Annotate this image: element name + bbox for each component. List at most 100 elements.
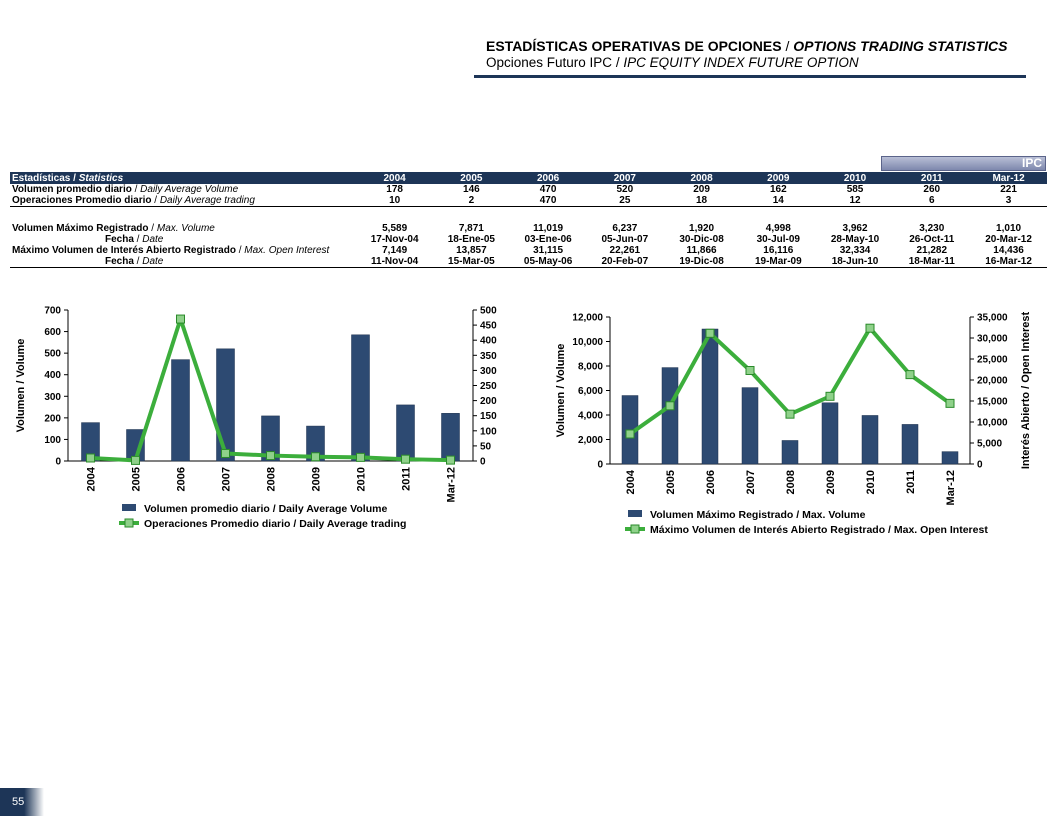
table-cell: 470: [509, 195, 587, 207]
table-row: Volumen promedio diario / Daily Average …: [10, 184, 1047, 195]
table-cell: 18: [663, 195, 740, 207]
year-header: 2004: [356, 172, 433, 184]
y2-tick-label: 450: [480, 321, 497, 332]
row-label: Fecha / Date: [10, 256, 357, 268]
year-header: 2008: [663, 172, 740, 184]
year-header: 2010: [816, 172, 894, 184]
bar: [741, 387, 759, 465]
y2-tick-label: 15,000: [977, 397, 1008, 408]
x-tick-label: 2011: [905, 470, 917, 494]
bar: [351, 334, 370, 462]
table-cell: 11,019: [533, 223, 564, 234]
bar: [941, 451, 959, 465]
x-tick-label: 2004: [86, 466, 98, 491]
table-header-label: Estadísticas / Statistics: [10, 172, 357, 184]
table-cell: 7,149: [382, 245, 408, 256]
bar: [216, 348, 235, 462]
x-tick-label: 2005: [131, 467, 143, 491]
x-tick-label: 2006: [705, 470, 717, 494]
table-cell: 3,230: [919, 223, 945, 234]
table-cell: 25: [586, 195, 664, 207]
y-tick-label: 12,000: [572, 313, 603, 324]
table-cell: 10: [356, 195, 433, 207]
table-row: Fecha / Date 11-Nov-04 15-Mar-05 05-May-06 2…: [10, 256, 1047, 268]
y2-tick-label: 100: [480, 426, 497, 437]
table-cell: 11,866: [686, 245, 717, 256]
table-cell: 11-Nov-04: [356, 256, 433, 268]
x-tick-label: 2010: [865, 470, 877, 494]
page-number: 55: [0, 788, 44, 816]
y2-tick-label: 50: [480, 441, 492, 452]
bar: [171, 359, 190, 462]
table-cell: 2: [433, 195, 510, 207]
table-cell: 585: [846, 184, 864, 195]
y2-tick-label: 400: [480, 336, 497, 347]
table-cell: 6: [893, 195, 971, 207]
year-header: 2007: [586, 172, 664, 184]
legend-swatch-bar: [122, 504, 136, 511]
x-tick-label: 2011: [401, 467, 413, 491]
table-cell: 13,857: [456, 245, 487, 256]
y2-tick-label: 250: [480, 381, 497, 392]
daily-average-chart: 0 100 200 300 400 500 600 700 0 50 100 150 200 250 300…: [10, 300, 523, 540]
table-cell: 14,436: [993, 245, 1024, 256]
row-label: Máximo Volumen de Interés Abierto Regist…: [12, 245, 330, 256]
x-tick-label: 2004: [625, 469, 637, 494]
table-spacer: [10, 207, 1047, 224]
x-tick-label: 2006: [176, 467, 188, 491]
row-label: Volumen Máximo Registrado / Max. Volume: [12, 223, 215, 234]
y2-tick-label: 30,000: [977, 334, 1008, 345]
chart-svg: 0 2,000 4,000 6,000 8,000 10,000 12,000 0 5,000 1…: [555, 312, 1032, 536]
y2-tick-label: 10,000: [977, 418, 1008, 429]
x-tick-label: 2005: [665, 470, 677, 494]
table-cell: 16-Mar-12: [970, 256, 1047, 268]
table-cell: 21,282: [916, 245, 948, 256]
table-cell: 31,115: [533, 245, 564, 256]
year-header: 2011: [893, 172, 971, 184]
table-cell: 32,334: [839, 245, 871, 256]
table-cell: 470: [539, 184, 557, 195]
line-marker: [665, 401, 675, 411]
bar: [261, 415, 280, 462]
row-label: Operaciones Promedio diario / Daily Aver…: [10, 195, 357, 207]
table-cell: 12: [816, 195, 894, 207]
table-cell: 19-Dic-08: [663, 256, 740, 268]
y2-axis-title: Interés Abierto / Open Interest: [1020, 312, 1032, 470]
legend-label: Volumen promedio diario / Daily Average …: [144, 503, 387, 515]
line-marker: [221, 448, 230, 458]
table-cell: 18-Ene-05: [447, 234, 495, 245]
legend-swatch-bar: [628, 510, 642, 517]
bar: [661, 367, 679, 465]
x-tick-label: 2009: [311, 467, 323, 491]
table-cell: 20-Feb-07: [586, 256, 664, 268]
y2-tick-label: 200: [480, 396, 497, 407]
year-header: 2006: [509, 172, 587, 184]
y-tick-label: 2,000: [578, 435, 603, 446]
y-tick-label: 200: [44, 413, 61, 424]
line-marker: [705, 328, 715, 338]
table-cell: 1,920: [689, 223, 715, 234]
y2-tick-label: 300: [480, 366, 497, 377]
line-marker: [945, 398, 955, 408]
table-cell: 14: [739, 195, 817, 207]
legend-swatch-marker: [630, 524, 640, 534]
table-cell: 28-May-10: [830, 234, 880, 245]
table-cell: 30-Jul-09: [756, 234, 800, 245]
line-marker: [865, 323, 875, 333]
line-marker: [176, 314, 185, 324]
legend-swatch-marker: [124, 518, 134, 528]
y-tick-label: 0: [597, 460, 603, 471]
table-cell: 03-Ene-06: [524, 234, 572, 245]
bar: [781, 440, 799, 465]
y-axis-title: Volumen / Volume: [555, 344, 567, 438]
legend-label: Máximo Volumen de Interés Abierto Regist…: [650, 524, 988, 536]
line-marker: [131, 455, 140, 465]
bar: [901, 424, 919, 465]
x-tick-label: 2007: [745, 470, 757, 494]
line-marker: [356, 452, 365, 462]
y2-tick-label: 0: [480, 457, 486, 468]
y-tick-label: 0: [55, 457, 61, 468]
line-marker: [785, 409, 795, 419]
x-tick-label: 2008: [785, 470, 797, 494]
table-row: Máximo Volumen de Interés Abierto Regist…: [10, 245, 1047, 256]
